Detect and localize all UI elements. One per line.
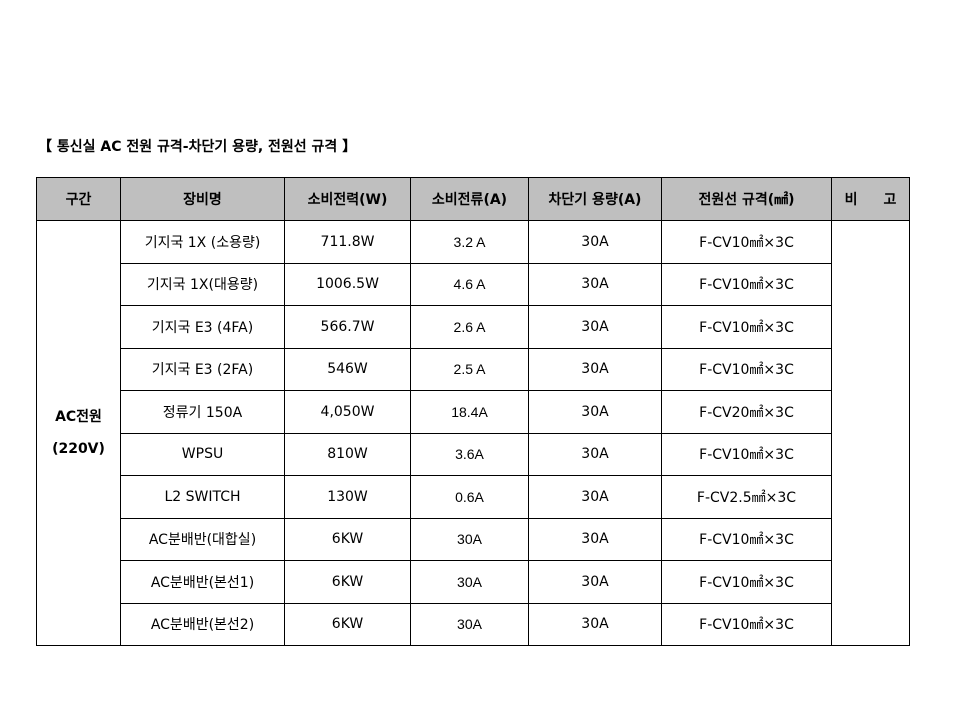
cable-cell: F-CV20㎟×3C <box>661 390 832 434</box>
table-row: AC분배반(본선1) 6KW 30A 30A F-CV10㎟×3C <box>37 560 910 604</box>
equipment-cell: 기지국 E3 (2FA) <box>120 347 285 391</box>
header-equipment: 장비명 <box>120 177 285 221</box>
equipment-cell: 정류기 150A <box>120 390 285 434</box>
current-cell: 2.6 A <box>410 305 529 349</box>
table-row: WPSU 810W 3.6A 30A F-CV10㎟×3C <box>37 432 910 476</box>
current-cell: 30A <box>410 560 529 604</box>
power-cell: 6KW <box>284 517 411 561</box>
header-note-char-1: 비 <box>844 192 858 208</box>
equipment-cell: AC분배반(대합실) <box>120 517 285 561</box>
header-row: 구간 장비명 소비전력(W) 소비전류(A) 차단기 용량(A) 전원선 규격(… <box>36 177 910 221</box>
cable-cell: F-CV10㎟×3C <box>661 517 832 561</box>
breaker-cell: 30A <box>528 475 662 519</box>
power-cell: 4,050W <box>284 390 411 434</box>
breaker-cell: 30A <box>528 305 662 349</box>
power-cell: 711.8W <box>284 220 411 264</box>
header-power: 소비전력(W) <box>284 177 411 221</box>
cable-cell: F-CV10㎟×3C <box>661 432 832 476</box>
equipment-cell: 기지국 1X (소용량) <box>120 220 285 264</box>
current-cell: 18.4A <box>410 390 529 434</box>
breaker-cell: 30A <box>528 602 662 646</box>
current-cell: 30A <box>410 602 529 646</box>
current-cell: 2.5 A <box>410 347 529 391</box>
header-section: 구간 <box>36 177 121 221</box>
breaker-cell: 30A <box>528 220 662 264</box>
breaker-cell: 30A <box>528 347 662 391</box>
breaker-cell: 30A <box>528 262 662 306</box>
table-row: AC분배반(본선2) 6KW 30A 30A F-CV10㎟×3C <box>37 602 910 646</box>
cable-cell: F-CV2.5㎟×3C <box>661 475 832 519</box>
equipment-cell: AC분배반(본선1) <box>120 560 285 604</box>
equipment-cell: 기지국 1X(대용량) <box>120 262 285 306</box>
equipment-cell: WPSU <box>120 432 285 476</box>
table-row: L2 SWITCH 130W 0.6A 30A F-CV2.5㎟×3C <box>37 475 910 519</box>
table-row: 기지국 1X(대용량) 1006.5W 4.6 A 30A F-CV10㎟×3C <box>37 262 910 306</box>
current-cell: 3.6A <box>410 432 529 476</box>
breaker-cell: 30A <box>528 432 662 476</box>
table-row: AC전원 (220V) 기지국 1X (소용량) 711.8W 3.2 A 30A F-CV… <box>36 220 910 646</box>
note-cell <box>831 220 910 646</box>
power-cell: 1006.5W <box>284 262 411 306</box>
header-cable: 전원선 규격(㎟) <box>661 177 832 221</box>
equipment-cell: 기지국 E3 (4FA) <box>120 305 285 349</box>
section-label: AC전원 <box>55 409 102 425</box>
breaker-cell: 30A <box>528 560 662 604</box>
cable-cell: F-CV10㎟×3C <box>661 220 832 264</box>
cable-cell: F-CV10㎟×3C <box>661 560 832 604</box>
power-cell: 6KW <box>284 602 411 646</box>
power-cell: 130W <box>284 475 411 519</box>
current-cell: 3.2 A <box>410 220 529 264</box>
header-note-char-2: 고 <box>883 192 897 208</box>
current-cell: 30A <box>410 517 529 561</box>
section-voltage: (220V) <box>52 441 105 457</box>
power-cell: 810W <box>284 432 411 476</box>
breaker-cell: 30A <box>528 517 662 561</box>
header-current: 소비전류(A) <box>410 177 529 221</box>
cable-cell: F-CV10㎟×3C <box>661 602 832 646</box>
document-title: 【 통신실 AC 전원 규격-차단기 용량, 전원선 규격 】 <box>38 139 357 155</box>
table-row: 기지국 E3 (4FA) 566.7W 2.6 A 30A F-CV10㎟×3C <box>37 305 910 349</box>
power-cell: 6KW <box>284 560 411 604</box>
table-row: AC분배반(대합실) 6KW 30A 30A F-CV10㎟×3C <box>37 517 910 561</box>
section-cell: AC전원 (220V) <box>36 220 121 646</box>
equipment-cell: L2 SWITCH <box>120 475 285 519</box>
current-cell: 4.6 A <box>410 262 529 306</box>
cable-cell: F-CV10㎟×3C <box>661 305 832 349</box>
spec-table: 구간 장비명 소비전력(W) 소비전류(A) 차단기 용량(A) 전원선 규격(… <box>36 177 910 646</box>
power-cell: 546W <box>284 347 411 391</box>
table-row: 정류기 150A 4,050W 18.4A 30A F-CV20㎟×3C <box>37 390 910 434</box>
breaker-cell: 30A <box>528 390 662 434</box>
current-cell: 0.6A <box>410 475 529 519</box>
equipment-cell: AC분배반(본선2) <box>120 602 285 646</box>
cable-cell: F-CV10㎟×3C <box>661 262 832 306</box>
cable-cell: F-CV10㎟×3C <box>661 347 832 391</box>
power-cell: 566.7W <box>284 305 411 349</box>
header-breaker: 차단기 용량(A) <box>528 177 662 221</box>
table-row: 기지국 E3 (2FA) 546W 2.5 A 30A F-CV10㎟×3C <box>37 347 910 391</box>
